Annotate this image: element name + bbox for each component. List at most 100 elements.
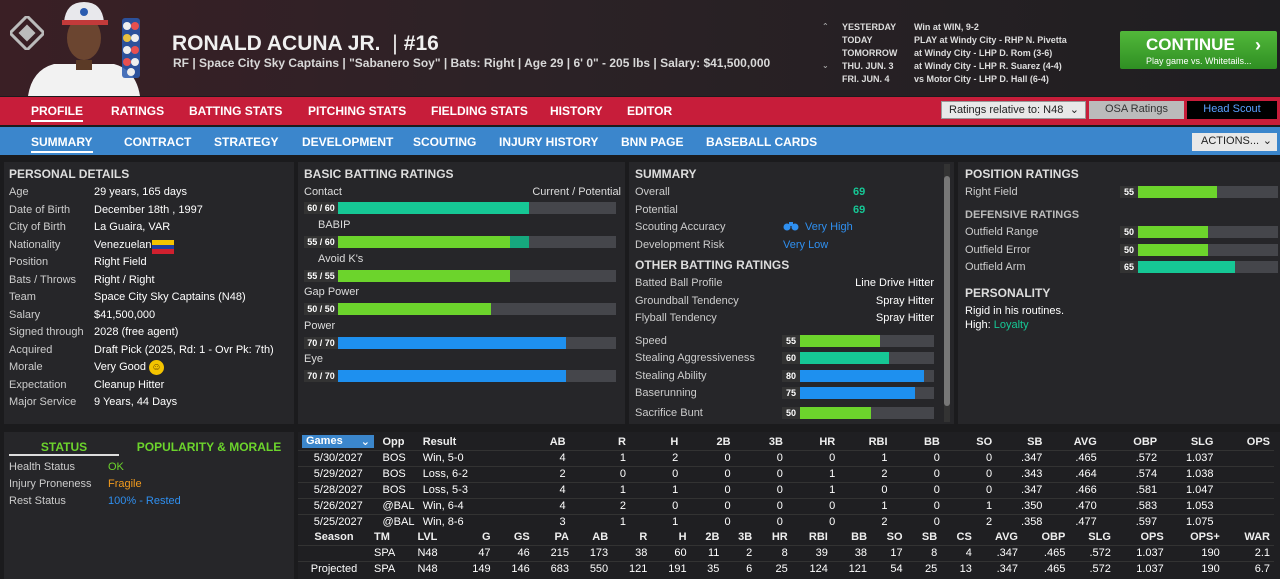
head-scout-button[interactable]: Head Scout <box>1187 101 1277 119</box>
column-header[interactable]: Season <box>314 530 354 543</box>
table-cell: .477 <box>1075 516 1097 529</box>
table-cell: .572 <box>1089 563 1111 576</box>
column-header[interactable]: Result <box>422 435 457 448</box>
tab-popularity-morale[interactable]: POPULARITY & MORALE <box>136 440 282 454</box>
column-header[interactable]: HR <box>771 530 788 543</box>
detail-label: City of Birth <box>9 221 66 233</box>
column-header[interactable]: R <box>618 435 626 448</box>
scouting-accuracy-label: Scouting Accuracy <box>635 221 726 233</box>
running-bar: 60 <box>782 352 934 364</box>
column-header[interactable]: 3B <box>738 530 753 543</box>
games-dropdown[interactable]: Games ⌄ <box>302 435 374 449</box>
chevron-down-icon: ⌄ <box>1069 104 1079 116</box>
status-value: Fragile <box>108 478 142 490</box>
ratings-relative-select[interactable]: Ratings relative to: N48 ⌄ <box>941 101 1086 119</box>
column-header[interactable]: RBI <box>808 530 828 543</box>
tab-editor[interactable]: EDITOR <box>627 104 673 118</box>
table-cell: .572 <box>1089 547 1111 559</box>
column-header[interactable]: TM <box>374 530 390 543</box>
column-header[interactable]: 2B <box>716 435 731 448</box>
column-header[interactable]: OPS <box>1246 435 1270 448</box>
tab-ratings[interactable]: RATINGS <box>111 104 165 118</box>
detail-label: Age <box>9 186 29 198</box>
table-cell: 0 <box>881 484 888 496</box>
column-header[interactable]: SB <box>921 530 938 543</box>
table-cell: 124 <box>809 563 828 576</box>
column-header[interactable]: 3B <box>768 435 783 448</box>
column-header[interactable]: AB <box>549 435 566 448</box>
player-info: RF | Space City Sky Captains | "Sabanero… <box>173 56 771 70</box>
bar-fill <box>1120 261 1235 273</box>
tab-strategy[interactable]: STRATEGY <box>214 135 279 149</box>
game-row[interactable]: 5/26/2027 @BAL Win, 6-4 4 2 0 0 0 0 1 0 1 .350 .470 .5… <box>298 498 1274 514</box>
table-cell: 1 <box>986 500 993 512</box>
tab-profile[interactable]: PROFILE <box>31 104 84 122</box>
column-header[interactable]: H <box>678 530 687 543</box>
tab-history[interactable]: HISTORY <box>550 104 603 118</box>
column-header[interactable]: OBP <box>1133 435 1158 448</box>
scrollbar-thumb[interactable] <box>944 176 950 406</box>
column-header[interactable]: H <box>670 435 679 448</box>
column-header[interactable]: AB <box>592 530 609 543</box>
column-header[interactable]: SLG <box>1190 435 1214 448</box>
table-cell: 4 <box>559 484 566 496</box>
table-cell: 5/29/2027 <box>313 468 363 480</box>
status-value: OK <box>108 461 124 473</box>
status-value: 100% - Rested <box>108 495 181 507</box>
column-header[interactable]: BB <box>851 530 868 543</box>
bar-fill <box>1120 186 1217 198</box>
column-header[interactable]: RBI <box>868 435 888 448</box>
column-header[interactable]: PA <box>554 530 569 543</box>
scrollbar[interactable] <box>944 164 950 422</box>
personal-details-panel: PERSONAL DETAILS Age 29 years, 165 days Da… <box>4 162 294 424</box>
column-header[interactable]: SO <box>976 435 993 448</box>
tab-bnn-page[interactable]: BNN PAGE <box>621 135 684 149</box>
tab-summary[interactable]: SUMMARY <box>31 135 93 153</box>
game-row[interactable]: 5/25/2027 @BAL Win, 8-6 3 1 1 0 0 0 2 0 2 .358 .477 .5… <box>298 514 1274 530</box>
games-select[interactable]: Games ⌄ <box>298 434 378 450</box>
tab-batting-stats[interactable]: BATTING STATS <box>189 104 283 118</box>
tab-scouting[interactable]: SCOUTING <box>413 135 477 149</box>
tab-contract[interactable]: CONTRACT <box>124 135 192 149</box>
column-header[interactable]: CS <box>956 530 972 543</box>
column-header[interactable]: OBP <box>1041 530 1066 543</box>
column-header[interactable]: SLG <box>1088 530 1111 543</box>
actions-dropdown[interactable]: ACTIONS... ⌄ <box>1192 133 1277 151</box>
game-row[interactable]: 5/29/2027 BOS Loss, 6-2 2 0 0 0 0 1 2 0 0 .343 .464 .5… <box>298 466 1274 482</box>
other-rating-label: Flyball Tendency <box>635 312 717 324</box>
table-cell: @BAL <box>382 516 415 529</box>
table-cell: @BAL <box>382 500 415 512</box>
chevron-up-icon[interactable]: ⌃ <box>822 22 829 31</box>
column-header[interactable]: Opp <box>382 435 405 448</box>
column-header[interactable]: LVL <box>417 530 438 543</box>
column-header[interactable]: G <box>482 530 491 543</box>
game-row[interactable]: 5/28/2027 BOS Loss, 5-3 4 1 1 0 0 1 0 0 0 .347 .466 .5… <box>298 482 1274 498</box>
column-header[interactable]: HR <box>819 435 836 448</box>
chevron-down-icon[interactable]: ⌄ <box>822 61 829 70</box>
tab-development[interactable]: DEVELOPMENT <box>302 135 394 149</box>
column-header[interactable]: BB <box>923 435 940 448</box>
osa-ratings-button[interactable]: OSA Ratings <box>1089 101 1184 119</box>
column-header[interactable]: R <box>639 530 648 543</box>
column-header[interactable]: WAR <box>1244 530 1270 543</box>
column-header[interactable]: OPS+ <box>1190 530 1220 543</box>
tab-fielding-stats[interactable]: FIELDING STATS <box>431 104 528 118</box>
column-header[interactable]: SB <box>1027 435 1043 448</box>
tab-pitching-stats[interactable]: PITCHING STATS <box>308 104 407 118</box>
game-row[interactable]: 5/30/2027 BOS Win, 5-0 4 1 2 0 0 0 1 0 0 .347 .465 .57… <box>298 450 1274 466</box>
column-header[interactable]: AVG <box>1073 435 1097 448</box>
column-header[interactable]: GS <box>513 530 530 543</box>
column-header[interactable]: AVG <box>994 530 1018 543</box>
tab-baseball-cards[interactable]: BASEBALL CARDS <box>706 135 818 149</box>
tab-status[interactable]: STATUS <box>9 436 119 456</box>
column-header[interactable]: OPS <box>1140 530 1164 543</box>
column-header[interactable]: SO <box>886 530 903 543</box>
table-cell: 0 <box>986 484 993 496</box>
column-header[interactable]: 2B <box>705 530 720 543</box>
tab-injury-history[interactable]: INJURY HISTORY <box>499 135 599 149</box>
continue-button[interactable]: CONTINUE Play game vs. Whitetails... › <box>1120 31 1277 69</box>
running-bar: 75 <box>782 387 934 399</box>
bar-value: 70 / 70 <box>304 337 338 349</box>
defensive-label: Outfield Range <box>965 226 1039 238</box>
overall-label: Overall <box>635 186 670 198</box>
